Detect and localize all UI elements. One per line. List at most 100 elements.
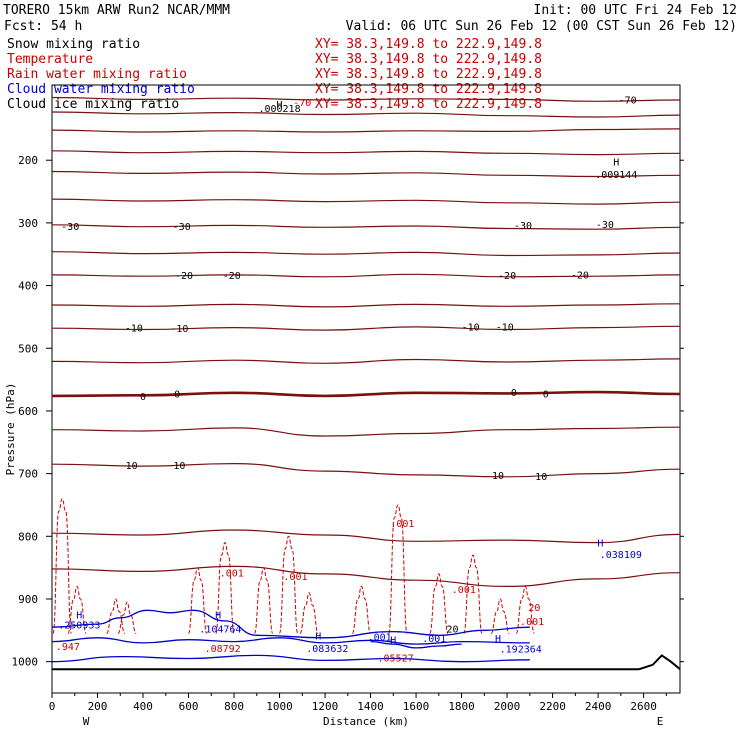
legend-item-name: Temperature	[7, 52, 93, 67]
cloud-water-label: .038109	[600, 550, 642, 561]
isotherm-label: 10	[535, 472, 547, 483]
isotherm--35	[51, 198, 681, 205]
rain-water-contour	[106, 598, 126, 634]
isotherm--20	[51, 273, 681, 278]
legend-item-xy: XY= 38.3,149.8 to 222.9,149.8	[315, 67, 542, 82]
isotherm--30	[51, 224, 681, 230]
west-label: W	[83, 715, 90, 728]
isotherm--15	[51, 303, 681, 308]
isotherm--10	[51, 325, 681, 331]
isotherm-label: -30	[596, 220, 614, 231]
isotherm--60	[51, 111, 681, 118]
isotherm-label: -20	[498, 271, 516, 282]
isotherm--40	[51, 170, 681, 178]
x-tick-label: 200	[88, 700, 108, 713]
extremum-label: H	[215, 611, 221, 622]
x-tick-label: 1200	[312, 700, 339, 713]
isotherm-label: 0	[140, 392, 146, 403]
isotherm--70	[51, 96, 681, 102]
isotherm-label: -20	[223, 271, 241, 282]
isotherm-label: -30	[173, 222, 191, 233]
isotherm--25	[51, 251, 681, 257]
isotherm-label: -10	[170, 324, 188, 335]
y-tick-label: 400	[18, 280, 38, 293]
cloud-water-contour	[370, 640, 462, 649]
isotherm-label: 20	[528, 603, 540, 614]
legend-item-name: Cloud water mixing ratio	[7, 82, 195, 97]
rain-water-contour	[117, 601, 137, 634]
extremum-label: H	[613, 157, 619, 168]
isotherm-label: -70	[619, 95, 637, 106]
isotherm-15	[51, 529, 681, 544]
rain-water-contour	[429, 573, 449, 634]
x-tick-label: 800	[224, 700, 244, 713]
isotherm-label: -20	[175, 271, 193, 282]
cloud-water-label: .001	[422, 634, 446, 645]
y-tick-label: 900	[18, 593, 38, 606]
isotherm-label: -20	[571, 270, 589, 281]
isotherm-label: 20	[446, 624, 458, 635]
rain-water-label: .08792	[205, 644, 241, 655]
plot-area: -70 -70 -30 -30 -30 -30 -20 -20 -20 -20 -10 -10 -10 -…	[4, 84, 684, 728]
cloud-water-label: .083632	[306, 644, 348, 655]
rain-water-label: .001	[520, 617, 544, 628]
valid-time: Valid: 06 UTC Sun 26 Feb 12 (00 CST Sun …	[346, 19, 737, 34]
cloud-water-contour	[51, 654, 530, 663]
rain-water-contour	[299, 592, 319, 634]
isotherm-5	[51, 426, 681, 437]
rain-water-label: .001	[283, 572, 307, 583]
y-tick-label: 200	[18, 154, 38, 167]
isotherm-label: -30	[61, 222, 79, 233]
extremum-label: H	[76, 611, 82, 622]
east-label: E	[657, 715, 664, 728]
x-tick-label: 1400	[357, 700, 384, 713]
y-axis-label: Pressure (hPa)	[4, 383, 17, 476]
isotherm-label: -10	[462, 322, 480, 333]
isotherm-10	[51, 462, 681, 478]
isotherm-label: 10	[492, 471, 504, 482]
isotherm-label: 0	[511, 388, 517, 399]
extremum-label: H	[495, 634, 501, 645]
rain-water-label: .001	[390, 519, 414, 530]
x-tick-label: 400	[133, 700, 153, 713]
header: TORERO 15km ARW Run2 NCAR/MMM Fcst: 54 h…	[3, 3, 737, 34]
x-axis-label: Distance (km)	[323, 715, 409, 728]
y-tick-label: 1000	[12, 656, 39, 669]
x-tick-label: 600	[179, 700, 199, 713]
forecast-hour: Fcst: 54 h	[4, 19, 82, 34]
isotherm-20	[51, 565, 681, 588]
rain-water-label: .947	[56, 642, 80, 653]
cloud-water-contour	[51, 637, 530, 645]
extremum-label: H	[390, 636, 396, 647]
isotherm-label: 10	[126, 461, 138, 472]
x-tick-label: 2000	[494, 700, 521, 713]
rain-water-contour	[67, 585, 87, 634]
isotherm-label: -10	[496, 322, 514, 333]
rain-water-contour	[351, 585, 372, 634]
rain-water-contour	[279, 535, 299, 634]
rain-water-contour	[188, 567, 208, 634]
cloud-water-contour	[51, 609, 530, 639]
rain-water-contour	[490, 598, 510, 634]
rain-water-contour	[215, 542, 235, 634]
extremum-label: H	[315, 631, 321, 642]
x-tick-label: 1600	[403, 700, 430, 713]
cloud-water-label: .001	[368, 633, 392, 644]
y-tick-label: 600	[18, 405, 38, 418]
cloud-water-label: .192364	[500, 644, 542, 655]
x-tick-label: 1800	[448, 700, 475, 713]
plot-frame	[51, 84, 681, 694]
x-tick-label: 0	[49, 700, 56, 713]
x-tick-label: 1000	[266, 700, 293, 713]
isotherm-label: 0	[543, 389, 549, 400]
x-tick-label: 2600	[630, 700, 657, 713]
rain-water-label: .05527	[378, 653, 414, 664]
y-tick-label: 300	[18, 217, 38, 230]
extremum-label: H	[277, 100, 283, 111]
legend: Snow mixing ratio XY= 38.3,149.8 to 222.9…	[7, 37, 542, 112]
cloud-water-label: .250933	[58, 621, 100, 632]
extremum-label: .000218	[258, 104, 300, 115]
y-tick-label: 800	[18, 530, 38, 543]
isotherm--5	[51, 358, 681, 364]
